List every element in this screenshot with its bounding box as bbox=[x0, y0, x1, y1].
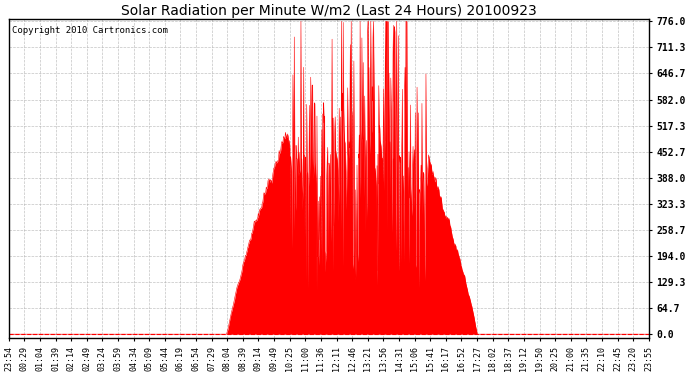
Text: Copyright 2010 Cartronics.com: Copyright 2010 Cartronics.com bbox=[12, 26, 168, 35]
Title: Solar Radiation per Minute W/m2 (Last 24 Hours) 20100923: Solar Radiation per Minute W/m2 (Last 24… bbox=[121, 4, 537, 18]
